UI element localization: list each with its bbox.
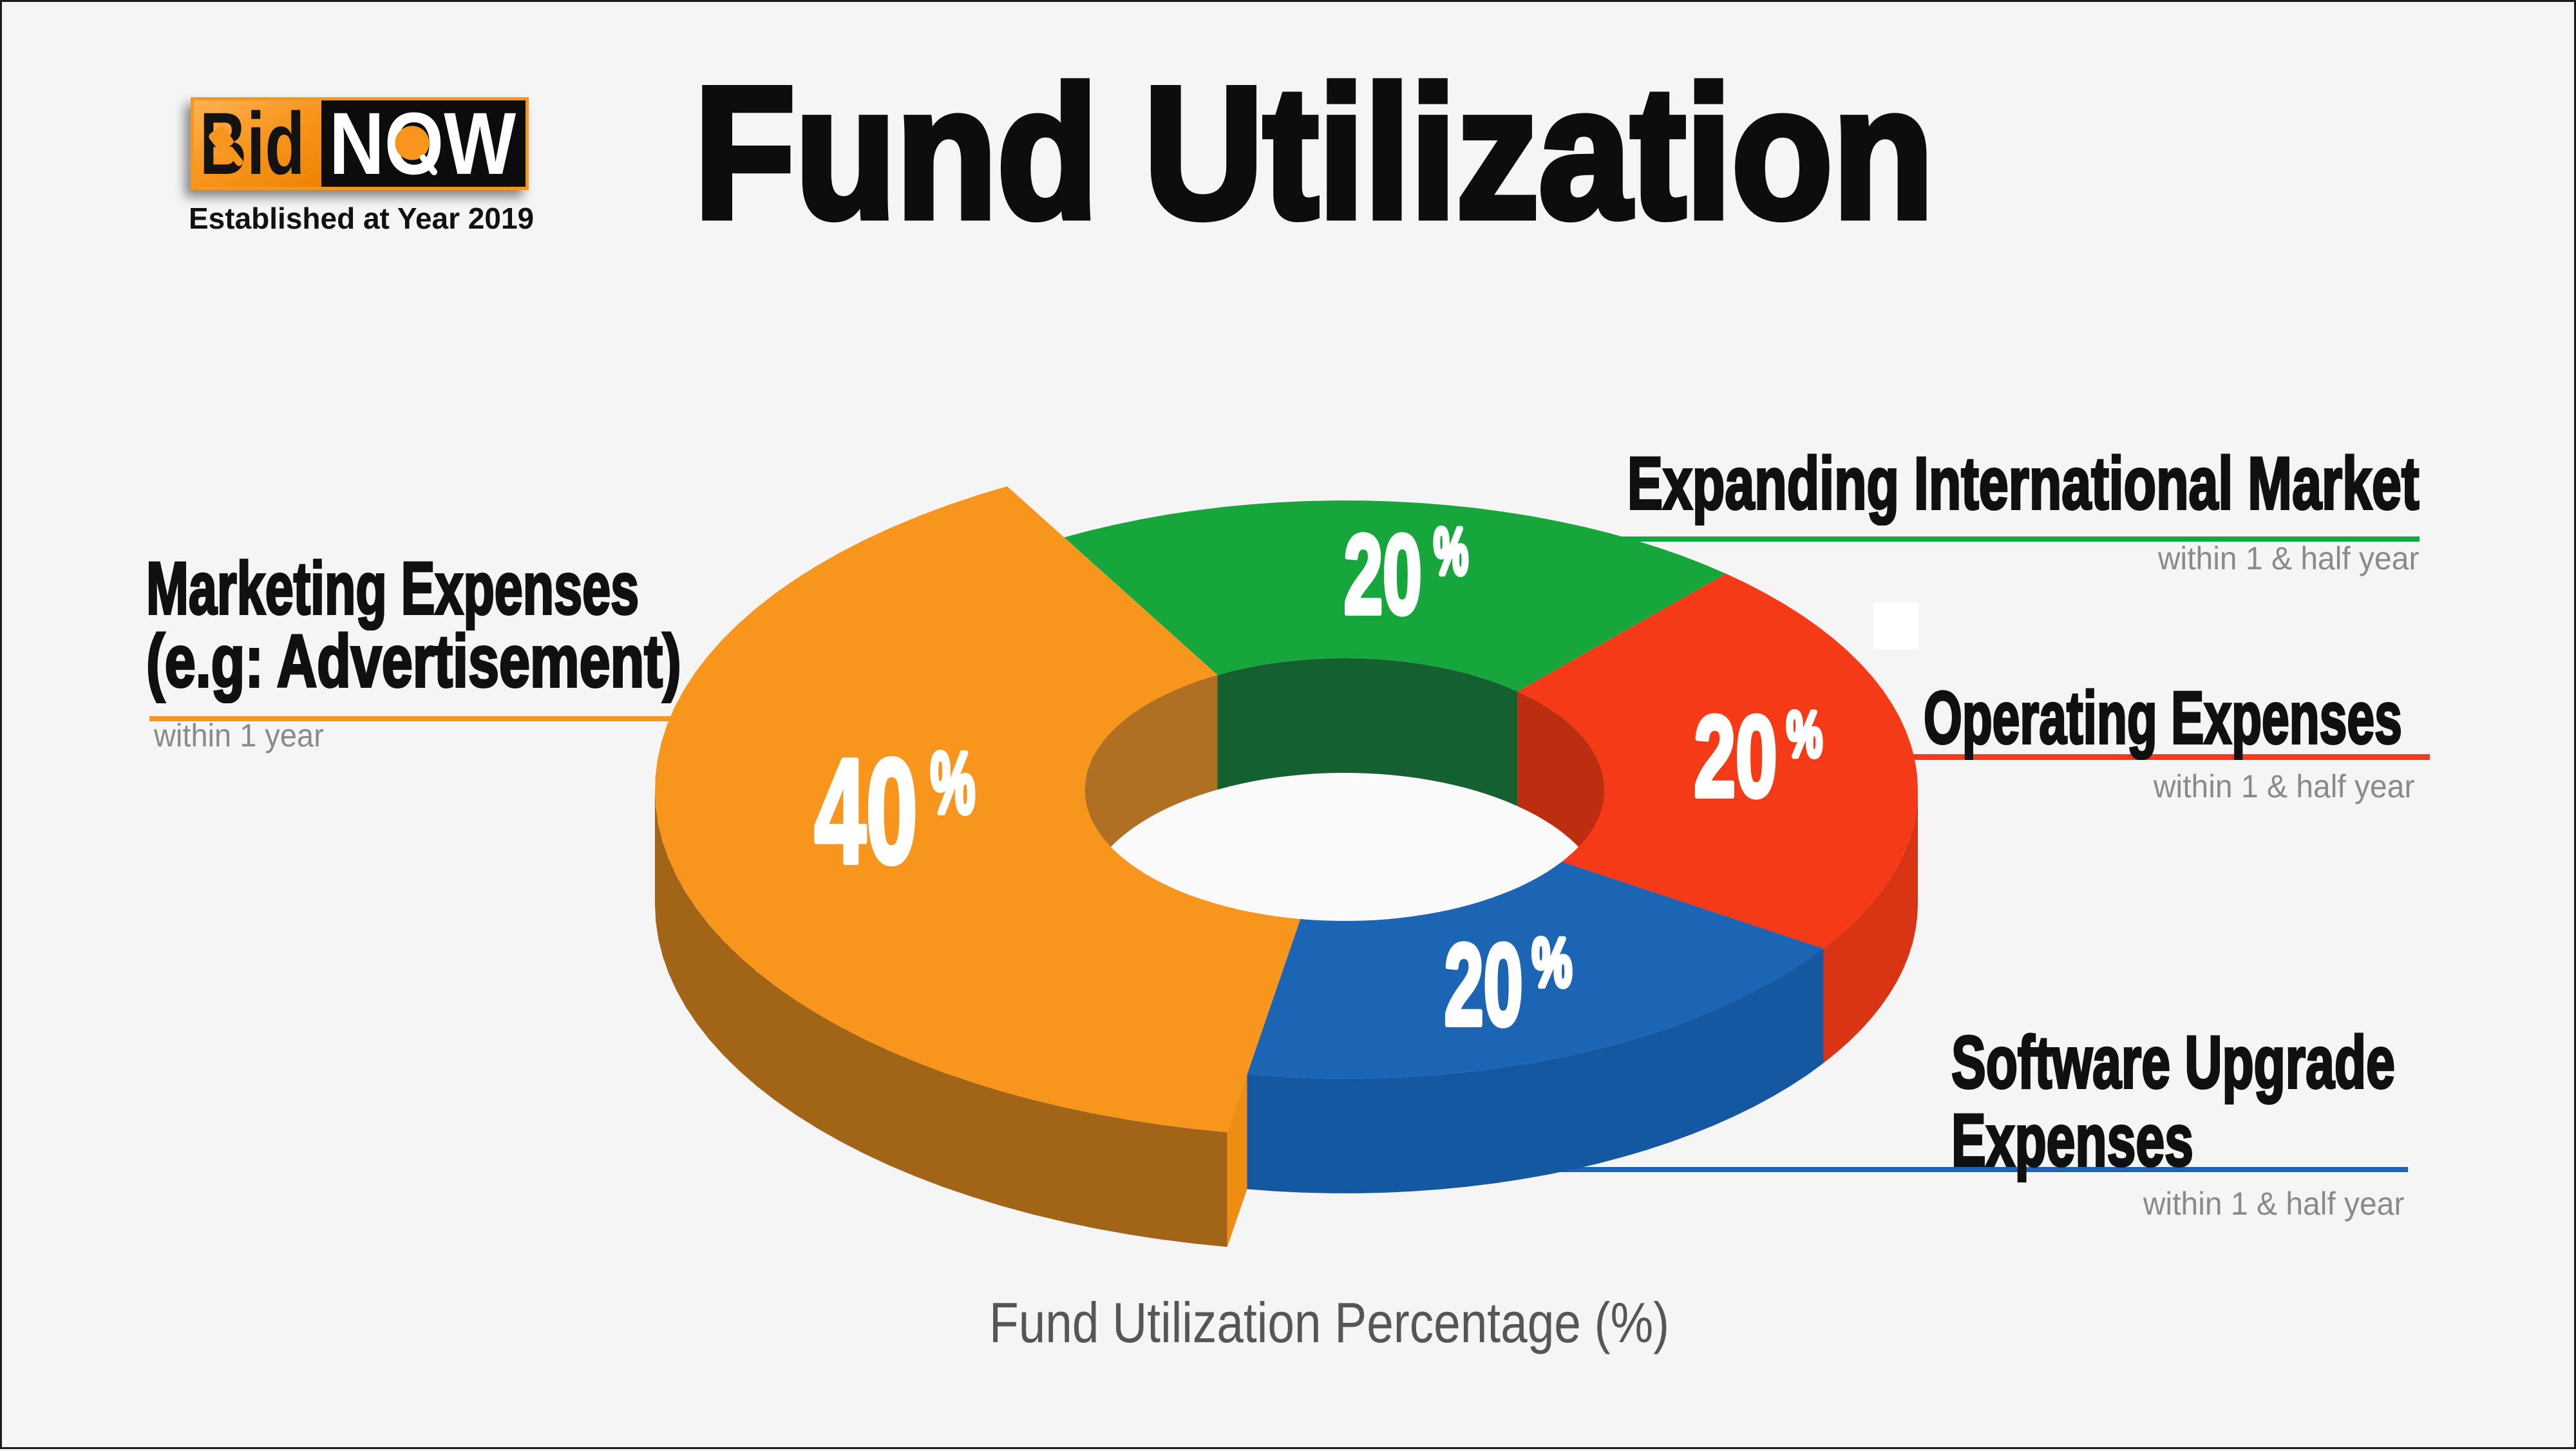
svg-text:%: % (1434, 514, 1468, 588)
svg-text:%: % (1786, 698, 1823, 770)
svg-text:20: 20 (1444, 920, 1523, 1050)
svg-text:20: 20 (1344, 511, 1422, 638)
svg-text:%: % (931, 735, 976, 832)
svg-text:40: 40 (815, 728, 918, 894)
svg-text:20: 20 (1694, 692, 1777, 820)
svg-text:%: % (1532, 924, 1572, 1001)
